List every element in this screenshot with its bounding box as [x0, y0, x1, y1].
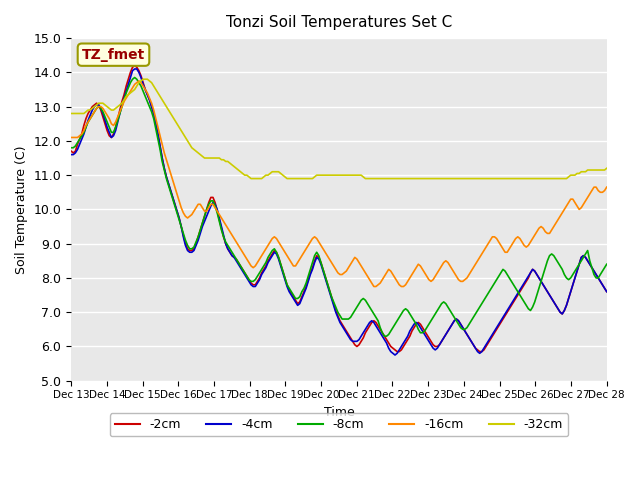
-4cm [292, 299, 300, 305]
Title: Tonzi Soil Temperatures Set C: Tonzi Soil Temperatures Set C [226, 15, 452, 30]
-2cm [292, 297, 300, 303]
-2cm [394, 349, 401, 355]
-32cm [431, 176, 439, 181]
-16cm [603, 184, 611, 190]
-2cm [131, 62, 138, 68]
-32cm [258, 176, 266, 181]
-8cm [431, 311, 439, 317]
-8cm [381, 333, 388, 339]
-2cm [273, 250, 280, 255]
-8cm [292, 296, 300, 301]
-2cm [603, 289, 611, 295]
-16cm [342, 268, 350, 274]
-4cm [603, 289, 611, 295]
-32cm [247, 176, 255, 181]
-16cm [273, 236, 280, 241]
-32cm [275, 169, 282, 175]
-8cm [273, 250, 280, 255]
-16cm [256, 256, 264, 262]
Line: -2cm: -2cm [71, 65, 607, 352]
-8cm [67, 145, 75, 151]
X-axis label: Time: Time [324, 406, 355, 419]
-2cm [207, 194, 214, 200]
-4cm [67, 152, 75, 157]
-4cm [273, 251, 280, 257]
-2cm [256, 275, 264, 281]
-16cm [431, 273, 439, 279]
-8cm [603, 261, 611, 267]
Text: TZ_fmet: TZ_fmet [82, 48, 145, 61]
Line: -16cm: -16cm [71, 81, 607, 287]
-16cm [370, 284, 378, 289]
-2cm [342, 328, 350, 334]
-32cm [603, 166, 611, 171]
-4cm [207, 203, 214, 209]
Y-axis label: Soil Temperature (C): Soil Temperature (C) [15, 145, 28, 274]
-4cm [131, 66, 138, 72]
-4cm [431, 347, 439, 353]
-8cm [342, 316, 350, 322]
Line: -32cm: -32cm [71, 79, 607, 179]
-8cm [256, 270, 264, 276]
-16cm [207, 202, 214, 207]
-2cm [67, 148, 75, 154]
Line: -8cm: -8cm [71, 77, 607, 336]
Line: -4cm: -4cm [71, 69, 607, 355]
-16cm [67, 134, 75, 140]
-16cm [292, 263, 300, 269]
-8cm [207, 198, 214, 204]
-8cm [131, 74, 138, 80]
-2cm [431, 344, 439, 349]
-32cm [344, 172, 352, 178]
Legend: -2cm, -4cm, -8cm, -16cm, -32cm: -2cm, -4cm, -8cm, -16cm, -32cm [109, 413, 568, 436]
-32cm [140, 76, 147, 82]
-4cm [391, 352, 399, 358]
-4cm [342, 330, 350, 336]
-32cm [207, 155, 214, 161]
-32cm [67, 110, 75, 116]
-16cm [135, 78, 143, 84]
-32cm [294, 176, 301, 181]
-4cm [256, 277, 264, 283]
